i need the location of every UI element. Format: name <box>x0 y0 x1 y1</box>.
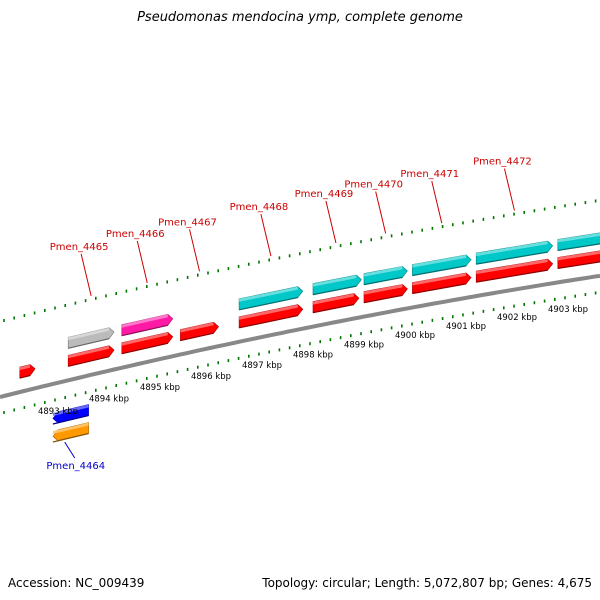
genome-stats: Topology: circular; Length: 5,072,807 bp… <box>262 576 592 590</box>
accession-info: Accession: NC_009439 <box>8 576 144 590</box>
scale-label: 4898 kbp <box>293 351 333 361</box>
feature-Pmen_4471-rna[interactable] <box>412 254 472 277</box>
backbone-line <box>0 273 600 399</box>
leader-line <box>503 168 515 211</box>
gene-label[interactable]: Pmen_4470 <box>344 179 403 190</box>
feature-Pmen_4470-rna[interactable] <box>363 266 408 286</box>
genes-label: Genes: <box>511 576 554 590</box>
feature-arrows <box>19 229 600 443</box>
feature-Pmen_4468[interactable] <box>238 304 304 329</box>
scale-label: 4897 kbp <box>242 361 282 371</box>
topology-value: circular <box>322 576 367 590</box>
feature-Pmen_4467[interactable] <box>180 321 220 342</box>
scale-label: 4899 kbp <box>344 341 384 351</box>
genes-value: 4,675 <box>557 576 592 590</box>
scale-label: 4896 kbp <box>191 372 231 382</box>
gene-label[interactable]: Pmen_4468 <box>230 202 289 213</box>
scale-label: 4894 kbp <box>89 395 129 405</box>
gene-label[interactable]: Pmen_4466 <box>106 229 165 240</box>
leader-line <box>325 200 337 244</box>
leader-line <box>260 214 272 257</box>
length-value: 5,072,807 bp <box>423 576 504 590</box>
feature-Pmen_4469[interactable] <box>312 293 360 314</box>
gene-label[interactable]: Pmen_4464 <box>46 461 105 472</box>
length-label: Length: <box>374 576 421 590</box>
topology-label: Topology: <box>262 576 319 590</box>
scale-labels: 4893 kbp 4894 kbp 4895 kbp 4896 kbp 4897 kbp… <box>38 305 588 417</box>
gene-label[interactable]: Pmen_4469 <box>295 189 354 200</box>
map-title: Pseudomonas mendocina ymp, complete geno… <box>137 10 463 25</box>
feature-Pmen_4464-orange[interactable] <box>52 422 89 443</box>
leader-line <box>375 191 387 234</box>
gene-label[interactable]: Pmen_4471 <box>400 169 459 180</box>
scale-label: 4902 kbp <box>497 313 537 323</box>
feature-Pmen_4470[interactable] <box>363 284 408 304</box>
accession-label: Accession: <box>8 576 72 590</box>
feature-Pmen_4472-rna[interactable] <box>475 240 554 265</box>
feature-Pmen_4469-rna[interactable] <box>312 274 362 296</box>
scale-label: 4903 kbp <box>548 305 588 315</box>
feature-rna-right-edge[interactable] <box>557 229 600 251</box>
gene-label[interactable]: Pmen_4472 <box>473 157 532 168</box>
leader-line <box>80 253 92 296</box>
feature-Pmen_4466[interactable] <box>121 331 174 355</box>
scale-label: 4900 kbp <box>395 331 435 341</box>
scale-label: 4893 kbp <box>38 407 78 417</box>
leader-line <box>64 441 76 459</box>
scale-label: 4901 kbp <box>446 322 486 332</box>
feature-Pmen_4465[interactable] <box>67 345 115 367</box>
scale-label: 4895 kbp <box>140 383 180 393</box>
leader-line <box>189 229 201 272</box>
gene-label[interactable]: Pmen_4467 <box>158 217 217 228</box>
feature-Pmen_4471[interactable] <box>412 272 472 295</box>
feature-Pmen_4468-rna[interactable] <box>238 286 304 311</box>
backbone-layer <box>0 273 600 399</box>
feature-Pmen_4464[interactable] <box>52 404 89 425</box>
leader-line <box>136 240 148 284</box>
feature-Pmen_4466-magenta[interactable] <box>121 313 174 337</box>
feature-Pmen_4465-pseudo[interactable] <box>67 327 115 349</box>
leader-line <box>431 181 443 224</box>
feature-cds-left-edge[interactable] <box>19 364 36 379</box>
gene-label[interactable]: Pmen_4465 <box>50 242 109 253</box>
tick-marks <box>3 199 597 415</box>
feature-Pmen_4472[interactable] <box>475 258 554 283</box>
accession-value: NC_009439 <box>75 576 145 590</box>
feature-cds-right-edge[interactable] <box>557 247 600 269</box>
